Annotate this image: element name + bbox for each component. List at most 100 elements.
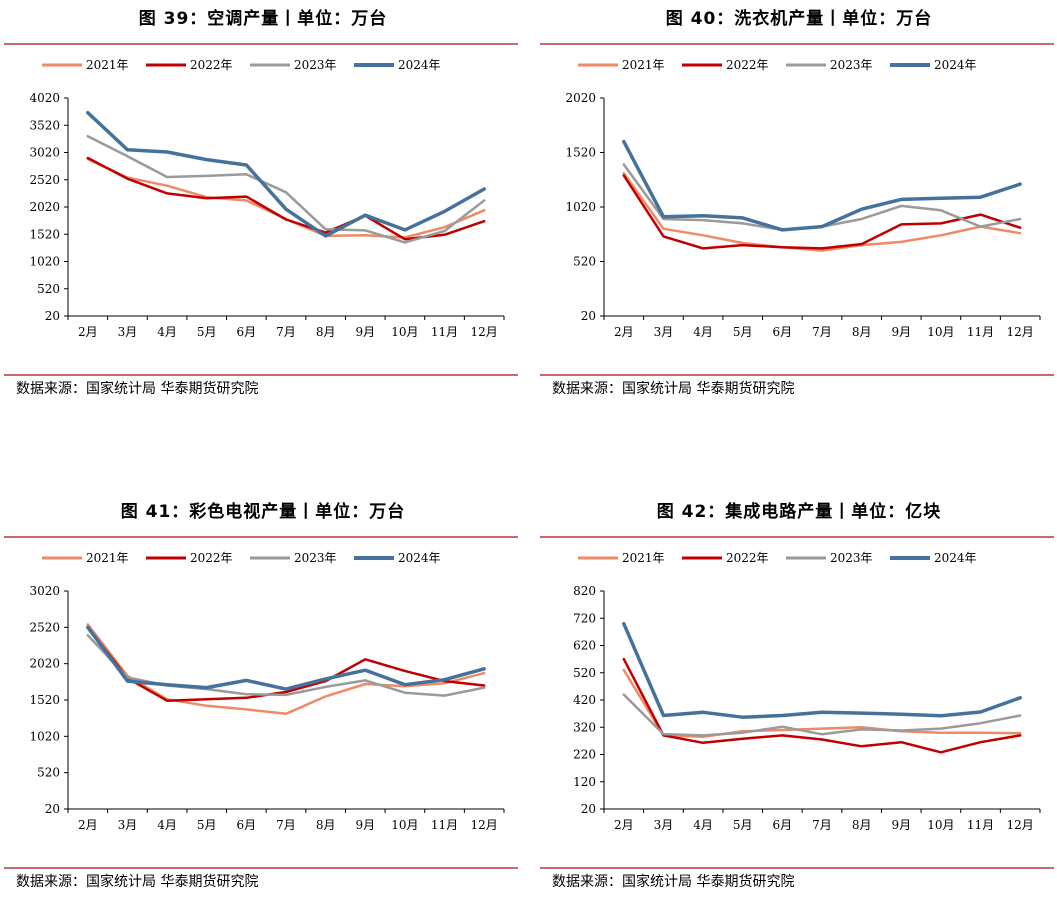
y-tick-label: 1020 [29, 729, 60, 743]
chart-panel-2: 图 41：彩色电视产量丨单位：万台 2021年 2022年 2023年 2024年 20… [4, 493, 522, 903]
legend-label: 2024年 [934, 58, 977, 72]
x-tick-label: 8月 [316, 325, 336, 339]
series-line-2021年 [622, 668, 1022, 739]
x-tick-label: 7月 [276, 818, 296, 832]
y-tick-label: 20 [45, 309, 60, 323]
y-tick-label: 1520 [29, 693, 60, 707]
x-tick-label: 11月 [967, 325, 994, 339]
y-tick-label: 720 [573, 611, 596, 625]
x-tick-label: 4月 [693, 818, 713, 832]
legend-label: 2021年 [622, 58, 665, 72]
legend-label: 2022年 [726, 551, 769, 565]
x-tick-label: 8月 [852, 818, 872, 832]
source-note: 数据来源：国家统计局 华泰期货研究院 [16, 381, 259, 397]
divider [540, 374, 1054, 376]
y-tick-label: 820 [573, 584, 596, 598]
x-tick-label: 3月 [654, 818, 674, 832]
y-tick-label: 520 [573, 255, 596, 269]
y-tick-label: 2520 [29, 173, 60, 187]
x-tick-label: 4月 [157, 325, 177, 339]
x-tick-label: 7月 [812, 818, 832, 832]
y-tick-label: 2520 [29, 620, 60, 634]
x-tick-label: 5月 [733, 818, 753, 832]
y-tick-label: 220 [573, 748, 596, 762]
series-line-2021年 [622, 171, 1022, 252]
y-tick-label: 320 [573, 720, 596, 734]
series-line-2024年 [86, 110, 486, 238]
series-line-2022年 [622, 174, 1022, 250]
x-tick-label: 2月 [78, 818, 98, 832]
x-tick-label: 12月 [1007, 818, 1034, 832]
line-chart: 2021年 2022年 2023年 2024年 20 520 1020 1520 2020 252… [29, 551, 505, 832]
y-tick-label: 520 [37, 282, 60, 296]
line-chart: 2021年 2022年 2023年 2024年 20 120 220 320 420 520 620… [573, 551, 1041, 832]
source-note: 数据来源：国家统计局 华泰期货研究院 [552, 874, 795, 890]
line-chart: 2021年 2022年 2023年 2024年 20 520 1020 1520 2020 2月 3… [565, 58, 1041, 339]
chart-title: 图 39：空调产量丨单位：万台 [138, 9, 388, 29]
legend-label: 2022年 [190, 551, 233, 565]
series-line-2021年 [86, 157, 486, 239]
x-tick-label: 6月 [237, 325, 257, 339]
divider [540, 867, 1054, 869]
legend-label: 2024年 [398, 551, 441, 565]
y-tick-label: 3020 [29, 584, 60, 598]
chart-title: 图 42：集成电路产量丨单位：亿块 [656, 502, 942, 522]
y-tick-label: 3520 [29, 118, 60, 132]
y-tick-label: 1020 [29, 255, 60, 269]
x-tick-label: 4月 [157, 818, 177, 832]
x-tick-label: 10月 [927, 325, 954, 339]
x-tick-label: 9月 [891, 325, 911, 339]
x-tick-label: 10月 [391, 325, 418, 339]
x-tick-label: 7月 [276, 325, 296, 339]
x-tick-label: 8月 [852, 325, 872, 339]
y-tick-label: 1520 [29, 227, 60, 241]
legend-label: 2021年 [86, 551, 129, 565]
x-tick-label: 5月 [733, 325, 753, 339]
x-tick-label: 2月 [614, 818, 634, 832]
y-tick-label: 1020 [565, 200, 596, 214]
y-tick-label: 620 [573, 639, 596, 653]
y-tick-label: 2020 [29, 200, 60, 214]
y-tick-label: 20 [581, 802, 596, 816]
x-tick-label: 12月 [1007, 325, 1034, 339]
chart-title: 图 41：彩色电视产量丨单位：万台 [120, 502, 406, 522]
y-tick-label: 520 [573, 666, 596, 680]
divider [4, 536, 518, 538]
series-line-2022年 [86, 626, 486, 702]
series-line-2021年 [86, 623, 486, 716]
x-tick-label: 3月 [118, 818, 138, 832]
y-tick-label: 2020 [565, 91, 596, 105]
source-note: 数据来源：国家统计局 华泰期货研究院 [16, 874, 259, 890]
y-tick-label: 420 [573, 693, 596, 707]
x-tick-label: 11月 [967, 818, 994, 832]
series-line-2023年 [622, 693, 1022, 737]
series-line-2022年 [86, 156, 486, 241]
legend-label: 2023年 [294, 58, 337, 72]
legend-label: 2024年 [398, 58, 441, 72]
x-tick-label: 4月 [693, 325, 713, 339]
x-tick-label: 3月 [654, 325, 674, 339]
x-tick-label: 11月 [431, 325, 458, 339]
y-tick-label: 120 [573, 775, 596, 789]
x-tick-label: 9月 [355, 325, 375, 339]
divider [4, 43, 518, 45]
y-tick-label: 1520 [565, 146, 596, 160]
x-tick-label: 12月 [471, 818, 498, 832]
legend-label: 2024年 [934, 551, 977, 565]
x-tick-label: 8月 [316, 818, 336, 832]
legend-label: 2021年 [622, 551, 665, 565]
legend-label: 2022年 [726, 58, 769, 72]
x-tick-label: 5月 [197, 818, 217, 832]
x-tick-label: 2月 [614, 325, 634, 339]
series-line-2024年 [86, 625, 486, 691]
legend-label: 2023年 [294, 551, 337, 565]
x-tick-label: 6月 [773, 818, 793, 832]
series-line-2023年 [86, 134, 486, 244]
y-tick-label: 2020 [29, 657, 60, 671]
x-tick-label: 10月 [391, 818, 418, 832]
y-tick-label: 520 [37, 766, 60, 780]
y-tick-label: 3020 [29, 146, 60, 160]
series-line-2022年 [622, 657, 1022, 754]
x-tick-label: 5月 [197, 325, 217, 339]
x-tick-label: 7月 [812, 325, 832, 339]
